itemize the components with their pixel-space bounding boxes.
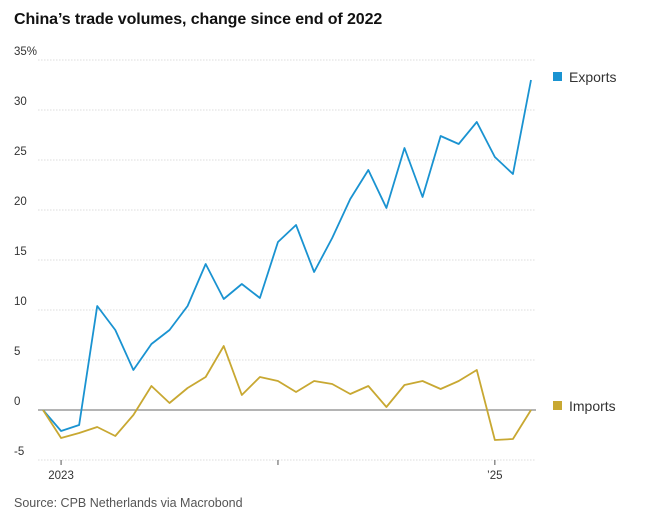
series-line-imports [42, 345, 532, 441]
x-tick-label: 2023 [48, 470, 74, 482]
y-tick-label: 35% [14, 46, 37, 58]
y-tick-label: 25 [14, 146, 27, 158]
chart-title: China’s trade volumes, change since end … [14, 11, 383, 28]
y-tick-label: 15 [14, 246, 27, 258]
y-tick-label: 5 [14, 346, 20, 358]
x-tick-label: ’25 [487, 470, 502, 482]
legend: Exports Imports [553, 69, 616, 414]
x-axis-ticks: 2023 ’25 [48, 460, 503, 482]
legend-label-imports: Imports [569, 398, 616, 414]
legend-label-exports: Exports [569, 69, 616, 85]
y-axis-tick-labels: 35% 30 25 20 15 10 5 0 -5 [14, 46, 37, 458]
source-note: Source: CPB Netherlands via Macrobond [14, 496, 243, 510]
grid-lines [38, 59, 536, 461]
y-tick-label: 10 [14, 296, 27, 308]
series-lines [42, 79, 532, 441]
legend-swatch-exports [553, 72, 562, 81]
legend-swatch-imports [553, 401, 562, 410]
y-tick-label: -5 [14, 446, 24, 458]
y-tick-label: 0 [14, 396, 20, 408]
y-tick-label: 30 [14, 96, 27, 108]
y-tick-label: 20 [14, 196, 27, 208]
series-line-exports [42, 79, 532, 432]
